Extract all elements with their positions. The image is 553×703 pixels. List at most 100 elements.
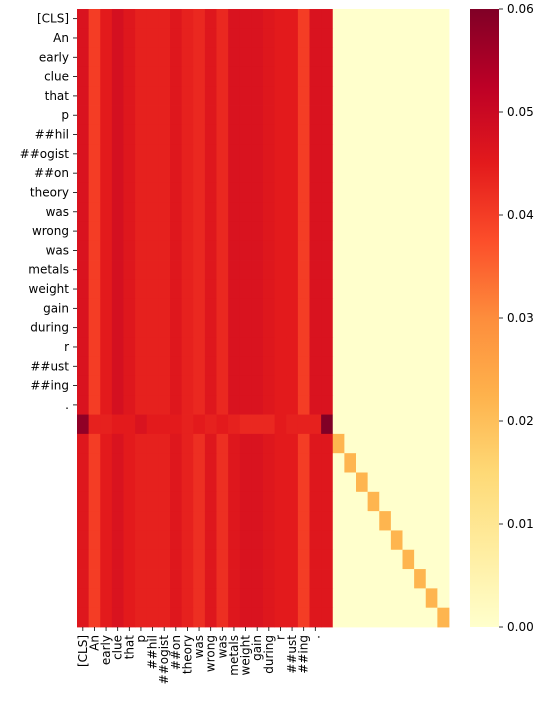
heatmap-cell [297, 549, 310, 570]
heatmap-cell [239, 433, 252, 454]
heatmap-cell [216, 144, 229, 164]
heatmap-cell [135, 9, 148, 29]
heatmap-cell [216, 588, 229, 609]
heatmap-cell [390, 453, 403, 473]
heatmap-cell [274, 260, 287, 280]
heatmap-cell [309, 182, 322, 203]
heatmap-cell [344, 124, 357, 145]
heatmap-cell [158, 588, 171, 609]
heatmap-cell [332, 47, 345, 68]
heatmap-cell [251, 28, 264, 49]
heatmap-cell [297, 337, 310, 358]
heatmap-cell [274, 414, 287, 435]
heatmap-cell [204, 240, 217, 261]
heatmap-cell [111, 569, 124, 589]
heatmap-cell [309, 607, 322, 628]
heatmap-cell [414, 86, 427, 106]
heatmap-cell [228, 28, 241, 49]
heatmap-cell [158, 491, 171, 512]
x-tick-label: [CLS] [76, 635, 90, 667]
heatmap-cell [425, 9, 438, 29]
heatmap-cell [239, 318, 252, 338]
heatmap-cell [367, 9, 380, 29]
heatmap-cell [402, 182, 415, 203]
heatmap-cell [286, 549, 299, 570]
x-tick-label: ##ust [285, 635, 299, 674]
heatmap-cell [77, 337, 90, 358]
heatmap-cell [228, 124, 241, 145]
heatmap-cell [356, 86, 369, 106]
heatmap-cell [425, 588, 438, 609]
heatmap-cell [367, 318, 380, 338]
heatmap-cell [263, 279, 276, 300]
heatmap-cell [170, 414, 183, 435]
heatmap-cell [170, 163, 183, 184]
heatmap-cell [100, 221, 113, 242]
y-tick-label: wrong [32, 224, 69, 238]
heatmap-cell [367, 163, 380, 184]
heatmap-cell [251, 124, 264, 145]
heatmap-cell [228, 240, 241, 261]
heatmap-cell [135, 472, 148, 493]
heatmap-cell [170, 182, 183, 203]
heatmap-cell [77, 530, 90, 551]
heatmap-cell [309, 47, 322, 68]
heatmap-cell [146, 260, 159, 280]
heatmap-cell [158, 9, 171, 29]
heatmap-cell [414, 530, 427, 551]
heatmap-cell [321, 298, 334, 319]
heatmap-cell [239, 549, 252, 570]
heatmap-cell [239, 607, 252, 628]
heatmap-cell [111, 472, 124, 493]
heatmap-cell [321, 279, 334, 300]
heatmap-cell [228, 279, 241, 300]
x-tick-label: ##on [169, 635, 183, 670]
heatmap-cell [414, 163, 427, 184]
heatmap-cell [181, 607, 194, 628]
heatmap-cell [239, 395, 252, 415]
heatmap-cell [135, 375, 148, 396]
heatmap-cell [100, 375, 113, 396]
heatmap-cell [88, 530, 101, 551]
colorbar-ticks: 0.00 0.01 0.02 0.03 0.04 0.05 0.06 [499, 2, 534, 634]
heatmap-cell [158, 569, 171, 589]
heatmap-cell [88, 395, 101, 415]
heatmap-cell [204, 221, 217, 242]
heatmap-cell [170, 9, 183, 29]
heatmap-cell [216, 279, 229, 300]
heatmap-cell [100, 182, 113, 203]
heatmap-cell [193, 588, 206, 609]
heatmap-cell [321, 414, 334, 435]
heatmap-cell [135, 240, 148, 261]
y-tick-label: . [65, 398, 69, 412]
heatmap-cell [367, 607, 380, 628]
heatmap-cell [425, 472, 438, 493]
x-tick-label: theory [180, 635, 194, 674]
heatmap-cell [437, 549, 450, 570]
heatmap-cell [356, 66, 369, 87]
heatmap-cell [123, 144, 136, 164]
heatmap-cell [437, 356, 450, 377]
heatmap-cell [286, 414, 299, 435]
heatmap-cell [309, 395, 322, 415]
heatmap-cell [204, 414, 217, 435]
heatmap-cell [332, 414, 345, 435]
heatmap-cell [135, 356, 148, 377]
heatmap-cell [425, 318, 438, 338]
heatmap-cell [437, 453, 450, 473]
heatmap-cell [437, 105, 450, 126]
y-tick-label: ##on [34, 166, 69, 180]
heatmap-cell [251, 395, 264, 415]
heatmap-cell [321, 318, 334, 338]
heatmap-cell [251, 221, 264, 242]
heatmap-cell [239, 124, 252, 145]
heatmap-cell [239, 28, 252, 49]
heatmap-cell [135, 491, 148, 512]
heatmap-cell [274, 511, 287, 531]
heatmap-cell [332, 453, 345, 473]
heatmap-cell [437, 279, 450, 300]
heatmap-cell [170, 549, 183, 570]
heatmap-cell [309, 356, 322, 377]
heatmap-cell [379, 240, 392, 261]
heatmap-cell [146, 279, 159, 300]
